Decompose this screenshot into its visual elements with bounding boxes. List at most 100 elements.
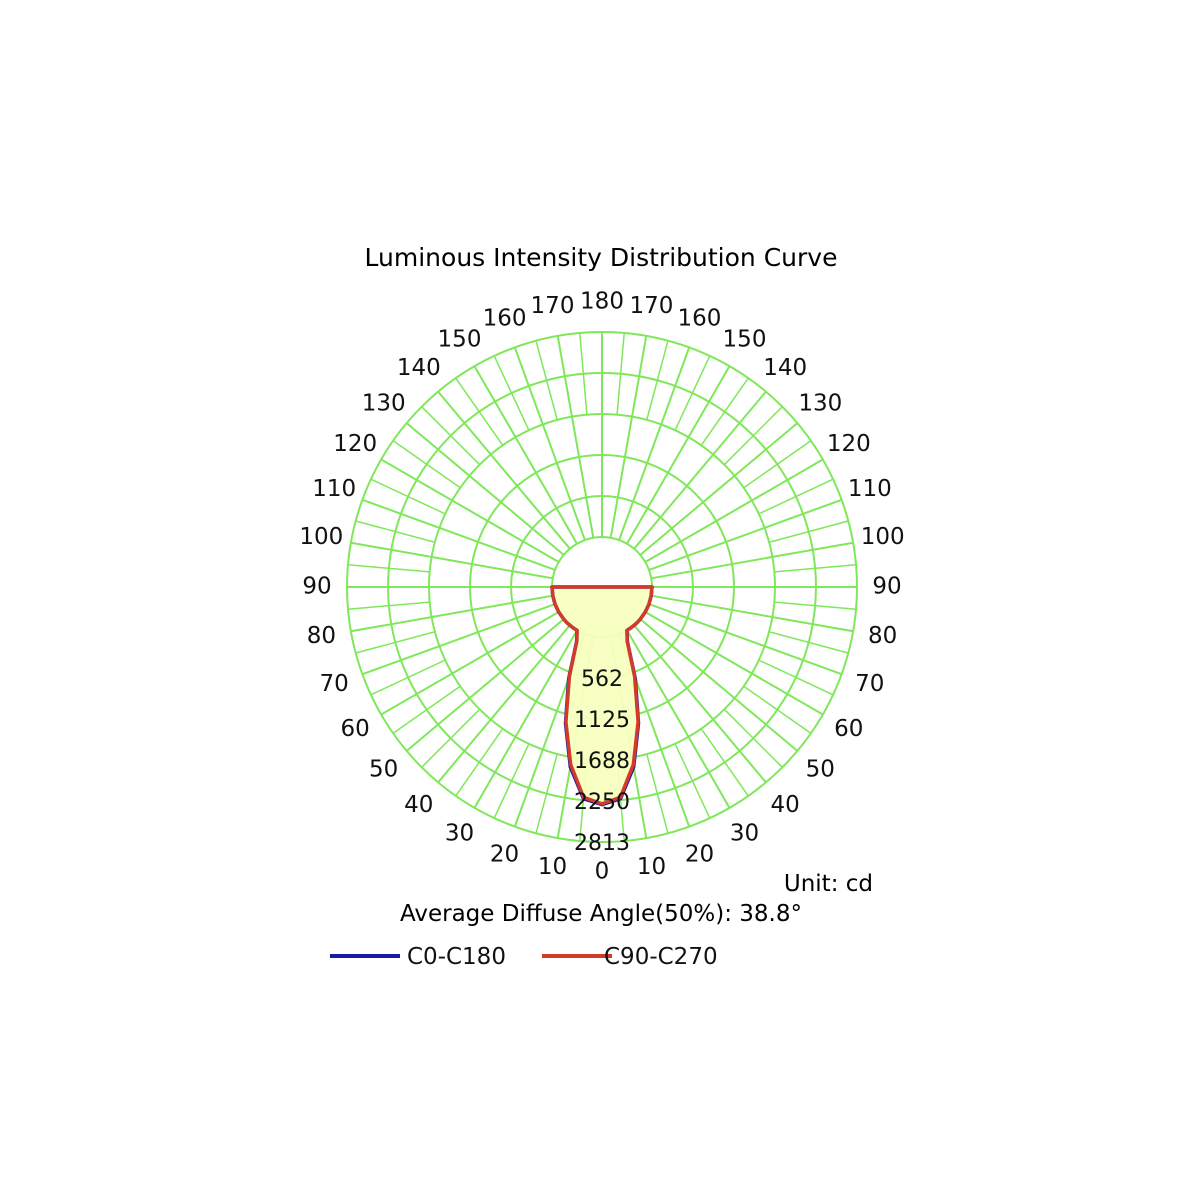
grid-minor-spoke [646, 753, 669, 834]
angle-labels: 1801701601501401301201101009080706050403… [299, 289, 904, 885]
angle-label-right: 40 [771, 792, 800, 818]
grid-minor-spoke [723, 708, 783, 768]
grid-spoke [473, 365, 578, 545]
grid-minor-spoke [723, 406, 783, 466]
grid-minor-spoke [743, 685, 812, 734]
angle-label-right: 140 [763, 355, 807, 381]
grid-minor-spoke [616, 332, 625, 415]
grid-spoke [406, 618, 565, 752]
angle-label-left: 10 [538, 854, 567, 880]
grid-minor-spoke [758, 659, 834, 696]
angle-label-left: 90 [302, 574, 331, 600]
angle-label-right: 20 [685, 841, 714, 867]
angle-label-left: 30 [445, 820, 474, 846]
angle-label-right: 50 [806, 757, 835, 783]
series-line-C90-C270 [550, 585, 654, 806]
grid-minor-spoke [743, 440, 812, 489]
grid-minor-spoke [421, 406, 481, 466]
angle-label-right: 80 [868, 623, 897, 649]
grid-spoke [651, 594, 854, 633]
radial-tick-label: 2813 [574, 831, 630, 856]
angle-label-left: 0 [595, 859, 610, 885]
radial-tick-label: 2250 [574, 790, 630, 815]
angle-label-left: 130 [362, 390, 406, 416]
grid-spoke [437, 391, 571, 550]
legend-label: C90-C270 [604, 944, 718, 970]
grid-minor-spoke [347, 601, 430, 610]
angle-label-left: 60 [341, 716, 370, 742]
grid-minor-spoke [370, 478, 446, 515]
grid-minor-spoke [392, 440, 461, 489]
grid-spoke [362, 498, 556, 571]
angle-label-right: 170 [630, 293, 674, 319]
grid-minor-spoke [455, 728, 504, 797]
grid-spoke [633, 391, 767, 550]
diffuse-angle-text: Average Diffuse Angle(50%): 38.8° [400, 901, 802, 927]
grid-minor-spoke [758, 478, 834, 515]
grid-spoke [350, 541, 553, 580]
grid-minor-spoke [493, 355, 530, 431]
grid-minor-spoke [535, 340, 558, 421]
grid-minor-spoke [700, 377, 749, 446]
grid-spoke [513, 347, 586, 541]
angle-label-right: 150 [723, 327, 767, 353]
angle-label-left: 140 [397, 355, 441, 381]
grid-spoke [633, 624, 767, 783]
grid-spoke [644, 458, 824, 563]
grid-spoke [648, 498, 842, 571]
grid-spoke [639, 618, 798, 752]
grid-minor-spoke [674, 355, 711, 431]
angle-label-left: 160 [483, 306, 527, 332]
angle-label-left: 40 [404, 792, 433, 818]
legend: C0-C180 C90-C270 [330, 944, 718, 970]
angle-label-right: 130 [798, 390, 842, 416]
grid-minor-spoke [535, 753, 558, 834]
grid-minor-spoke [774, 564, 857, 573]
legend-label: C0-C180 [407, 944, 506, 970]
grid-minor-spoke [370, 659, 446, 696]
angle-label-left: 150 [438, 327, 482, 353]
grid-minor-spoke [455, 377, 504, 446]
angle-label-right: 60 [834, 716, 863, 742]
angle-label-left: 100 [299, 524, 343, 550]
grid-minor-spoke [700, 728, 749, 797]
radial-tick-label: 562 [581, 667, 623, 692]
grid-minor-spoke [768, 631, 849, 654]
radial-tick-label: 1688 [574, 749, 630, 774]
angle-label-right: 30 [730, 820, 759, 846]
grid-minor-spoke [421, 708, 481, 768]
grid-spoke [639, 422, 798, 556]
grid-spoke [644, 611, 824, 716]
angle-label-left: 20 [490, 841, 519, 867]
chart-title: Luminous Intensity Distribution Curve [365, 243, 838, 272]
angle-label-right: 100 [861, 524, 905, 550]
grid-spoke [618, 347, 691, 541]
grid-spoke [626, 365, 731, 545]
radial-tick-labels: 562 1125 1688 2250 2813 [574, 667, 630, 856]
grid-spoke [473, 629, 578, 809]
grid-minor-spoke [674, 743, 711, 819]
grid-spoke [406, 422, 565, 556]
grid-spoke [648, 603, 842, 676]
grid-spoke [362, 603, 556, 676]
grid-minor-spoke [774, 601, 857, 610]
angle-label-left: 170 [531, 293, 575, 319]
angle-label-right: 160 [678, 306, 722, 332]
unit-label: Unit: cd [784, 871, 873, 897]
grid-spoke [609, 335, 648, 538]
angle-label-right: 120 [827, 431, 871, 457]
grid-minor-spoke [579, 332, 588, 415]
grid-spoke [380, 458, 560, 563]
grid-minor-spoke [646, 340, 669, 421]
grid-spoke [651, 541, 854, 580]
grid-spoke [556, 335, 595, 538]
grid-minor-spoke [493, 743, 530, 819]
angle-label-left: 180 [580, 289, 624, 315]
angle-label-left: 120 [333, 431, 377, 457]
grid-minor-spoke [768, 520, 849, 543]
angle-label-left: 80 [307, 623, 336, 649]
grid-spoke [380, 611, 560, 716]
grid-spoke [350, 594, 553, 633]
grid-minor-spoke [392, 685, 461, 734]
